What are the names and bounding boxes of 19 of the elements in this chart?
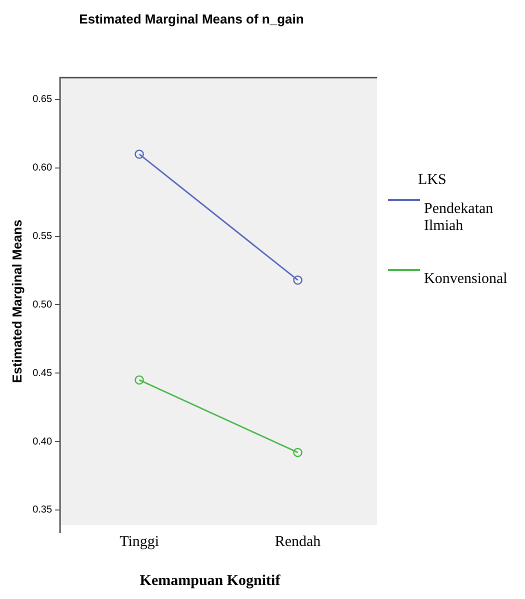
x-tick-label: Rendah [274,534,322,550]
point [134,150,144,159]
y-tick-label: 0.45 [32,368,52,379]
x-axis-title: Kemampuan Kognitif [138,573,282,590]
y-tick-label: 0.60 [32,162,52,174]
y-tick-label: 0.40 [32,436,52,448]
y-tick-label: 0.55 [32,231,52,242]
point [134,375,144,385]
y-tick-label: 0.65 [32,94,52,106]
point [293,275,302,285]
x-tick-label: Tinggi [120,534,160,550]
legend-label: Konvensional [424,271,508,288]
legend-title: LKS [418,172,448,189]
y-tick-label: 0.50 [32,299,52,310]
chart-title: Estimated Marginal Means of n_gain [79,11,304,26]
point [293,448,302,458]
text: Pendekatan Ilmiah [424,201,494,235]
y-axis-title: Estimated Marginal Means [9,220,24,383]
y-tick-label: 0.35 [32,504,52,516]
